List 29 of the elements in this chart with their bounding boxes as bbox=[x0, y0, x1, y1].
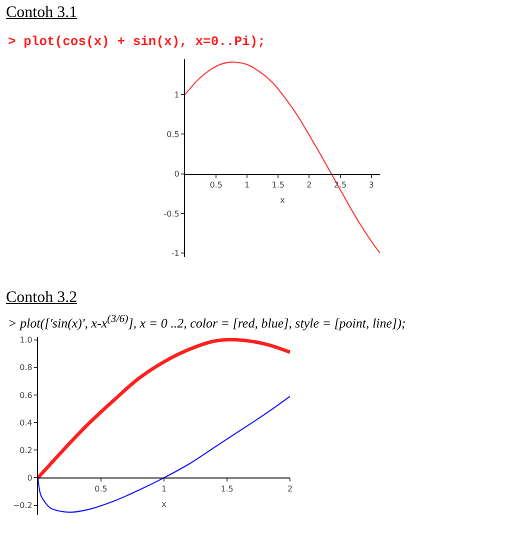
y-tick-label: 0.4 bbox=[20, 418, 32, 428]
x-axis-title: x bbox=[280, 193, 286, 206]
x-tick-label: 1 bbox=[244, 180, 250, 190]
y-tick-label: 0 bbox=[27, 474, 32, 483]
line-series bbox=[185, 62, 380, 254]
x-tick-label: 0.5 bbox=[94, 484, 108, 494]
x-tick-label: 2 bbox=[287, 484, 293, 494]
y-tick-label: −0.2 bbox=[12, 501, 32, 510]
y-tick-label: 0.8 bbox=[20, 363, 32, 372]
x-axis-title: x bbox=[162, 497, 167, 510]
text: Contoh 3.1 bbox=[6, 4, 78, 22]
y-tick-label: 0.6 bbox=[20, 391, 32, 400]
x-tick-label: 1.5 bbox=[272, 180, 285, 190]
x-tick-label: 2 bbox=[306, 180, 312, 190]
x-tick-label: 3 bbox=[368, 180, 374, 190]
y-tick-label: 0 bbox=[174, 170, 180, 179]
line-series bbox=[38, 396, 290, 514]
y-tick-label: 1 bbox=[174, 90, 180, 100]
line-series bbox=[38, 338, 290, 480]
chart-subtitle: > plot(cos(x) + sin(x), x=0..Pi); bbox=[8, 34, 266, 49]
x-tick-label: 1.5 bbox=[220, 484, 234, 494]
x-tick-label: 0.5 bbox=[210, 180, 222, 190]
chart-subtitle: > plot(['sin(x)', x-x$^{(3/6)}$], x = 0 ..2, color = [red, blue], style = [point, line]); bbox=[8, 313, 407, 332]
y-tick-label: -1 bbox=[171, 248, 180, 258]
y-tick-label: -0.5 bbox=[164, 209, 180, 218]
y-tick-label: 0.5 bbox=[166, 130, 180, 140]
y-tick-label: 0.2 bbox=[20, 446, 32, 456]
y-tick-label: 1.0 bbox=[20, 336, 32, 345]
chart-title: Contoh 3.2 bbox=[6, 289, 78, 307]
